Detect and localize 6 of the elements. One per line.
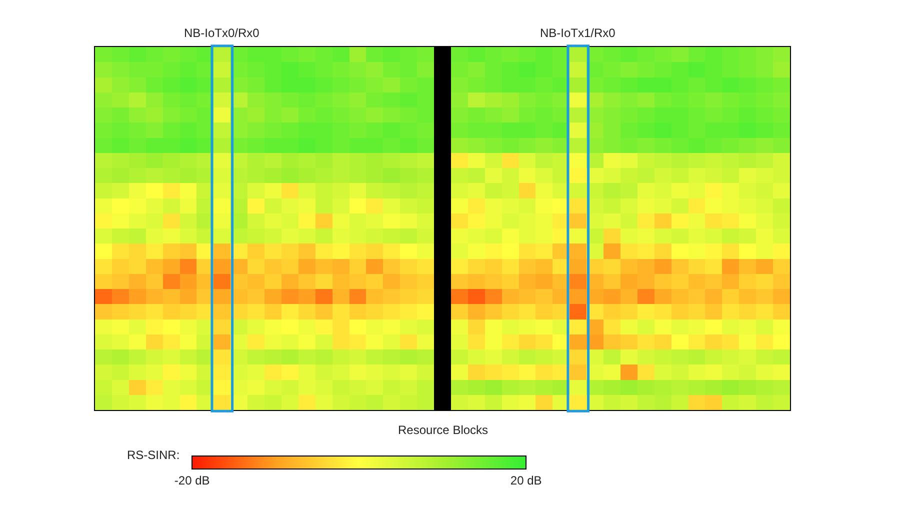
color-bar-label: 20 dB: [510, 473, 542, 488]
x-axis-title: Resource Blocks: [398, 423, 488, 437]
color-bar-title: RS-SINR:: [127, 448, 180, 462]
color-bar-label: -20 dB: [174, 473, 210, 488]
text: NB-IoTx1/Rx0: [540, 26, 616, 40]
text: NB-IoTx0/Rx0: [184, 26, 260, 40]
